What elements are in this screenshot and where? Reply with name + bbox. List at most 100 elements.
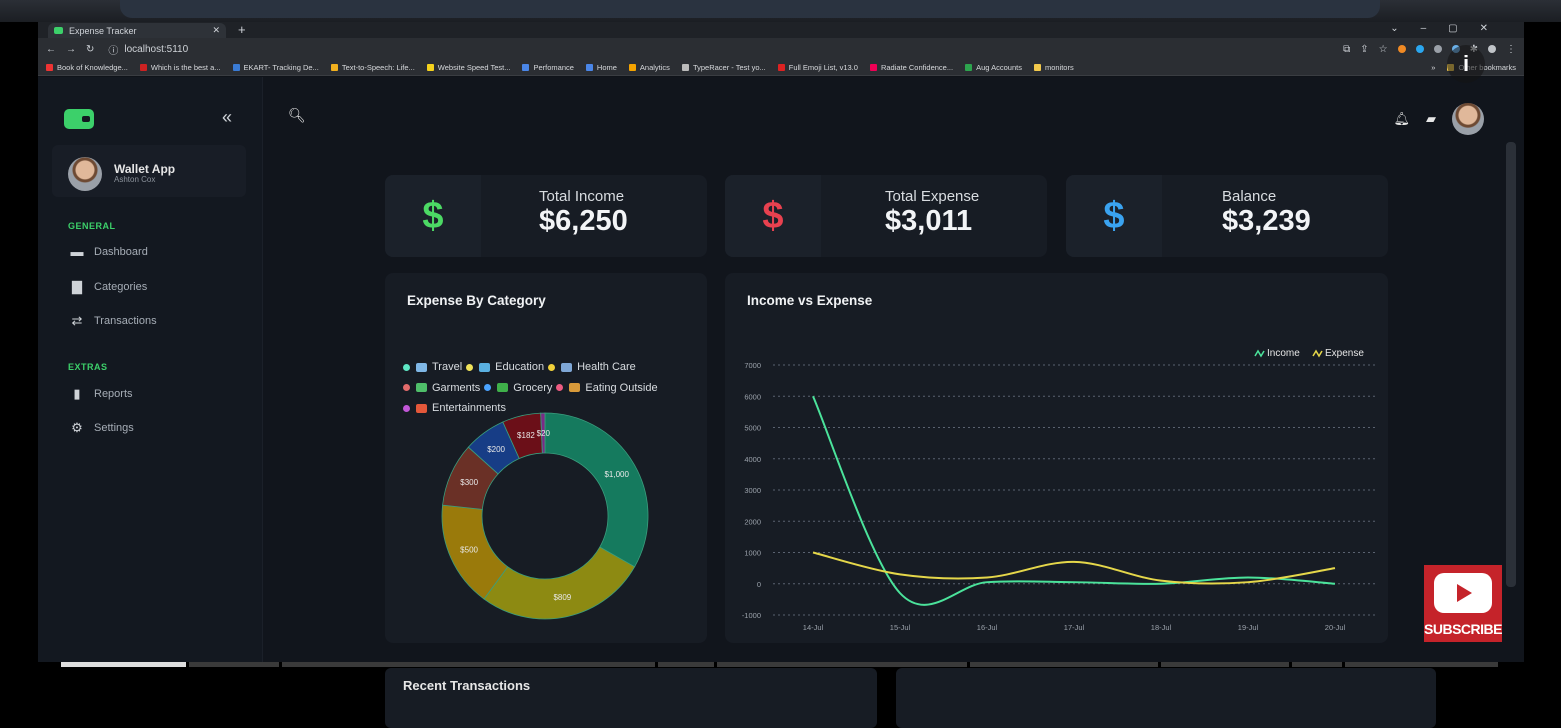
x-tick-label: 17-Jul: [1064, 623, 1085, 632]
browser-tab[interactable]: Expense Tracker ✕: [48, 23, 226, 38]
subscribe-button[interactable]: SUBSCRIBE: [1424, 565, 1502, 642]
transfer-icon: ⇄: [71, 313, 83, 328]
video-progress-bar[interactable]: [61, 662, 1498, 667]
series-line-expense[interactable]: [812, 551, 1336, 585]
wallet-logo-icon[interactable]: [64, 109, 94, 129]
bookmark-item[interactable]: Aug Accounts: [965, 63, 1022, 72]
category-emoji-icon: [569, 383, 581, 392]
stat-label: Balance: [1222, 188, 1277, 205]
sidebar-item-transactions[interactable]: ⇄ Transactions: [68, 314, 157, 328]
legend-label: Entertainments: [432, 402, 506, 414]
user-name: Wallet App: [114, 162, 176, 176]
bookmark-item[interactable]: Analytics: [628, 63, 670, 72]
avatar[interactable]: [1452, 103, 1484, 135]
bookmark-favicon-icon: [585, 64, 593, 71]
scrollbar[interactable]: [1506, 142, 1516, 587]
sidebar-item-label: Reports: [94, 388, 133, 400]
extension-icon[interactable]: [1415, 45, 1424, 53]
legend-item[interactable]: Entertainments: [403, 398, 506, 418]
category-emoji-icon: [497, 383, 509, 392]
reload-icon[interactable]: ↻: [86, 43, 95, 55]
y-tick-label: 5000: [744, 424, 761, 433]
legend-item[interactable]: Garments: [403, 378, 480, 398]
legend-label: Garments: [432, 381, 481, 394]
top-right-actions: 🔔︎ ▰: [1393, 103, 1484, 135]
bookmark-item[interactable]: TypeRacer - Test yo...: [681, 63, 766, 72]
progress-played: [61, 662, 186, 667]
legend-label: Travel: [432, 361, 463, 373]
bookmarks-more-button[interactable]: »: [1431, 63, 1436, 72]
panel-title: Income vs Expense: [747, 293, 873, 308]
gear-icon: ⚙: [71, 420, 83, 435]
donut-slice[interactable]: [540, 412, 546, 454]
chat-icon[interactable]: ▰: [1426, 111, 1436, 126]
forward-icon[interactable]: →: [66, 43, 76, 55]
y-tick-label: 3000: [744, 486, 761, 495]
chapter-divider: [1158, 662, 1161, 667]
bookmark-favicon-icon: [426, 64, 434, 71]
search-icon[interactable]: 🔍︎: [288, 107, 306, 123]
sidebar-item-reports[interactable]: ▮ Reports: [68, 387, 133, 401]
sidebar-item-settings[interactable]: ⚙ Settings: [68, 421, 134, 435]
new-tab-button[interactable]: +: [238, 22, 246, 37]
sidebar-item-dashboard[interactable]: ▬ Dashboard: [68, 245, 148, 259]
x-tick-label: 20-Jul: [1325, 623, 1346, 632]
toolbar-extensions: ⧉ ⇪ ☆ ✱ ⋮: [1343, 44, 1516, 55]
donut-slice[interactable]: [544, 412, 649, 568]
back-icon[interactable]: ←: [46, 43, 56, 55]
video-controls: [0, 688, 1561, 710]
legend-item[interactable]: Grocery: [484, 378, 552, 398]
sidebar-item-label: Categories: [94, 281, 148, 293]
series-line-income[interactable]: [812, 395, 1336, 606]
translate-icon[interactable]: ⧉: [1343, 43, 1351, 55]
extension-icon[interactable]: [1397, 45, 1406, 53]
bookmark-item[interactable]: Perfomance: [522, 63, 574, 72]
donut-data-label: $300: [460, 478, 478, 487]
income-vs-expense-panel: Income vs Expense 7000 6000 5000 4000 3000 20…: [725, 273, 1388, 643]
sidebar-item-categories[interactable]: ▇ Categories: [68, 280, 147, 294]
legend-label[interactable]: Income: [1267, 348, 1300, 359]
chapter-divider: [1289, 662, 1292, 667]
legend-item[interactable]: Health Care: [548, 357, 636, 377]
legend-dot: [403, 384, 410, 391]
avatar: [68, 157, 102, 191]
folder-icon: ▇: [72, 279, 82, 294]
legend-item[interactable]: Eating Outside: [556, 378, 658, 398]
bookmark-item[interactable]: EKART- Tracking De...: [232, 63, 319, 72]
bookmark-favicon-icon: [628, 64, 636, 71]
share-icon[interactable]: ⇪: [1360, 43, 1369, 55]
collapse-sidebar-icon[interactable]: «: [222, 107, 233, 127]
user-card[interactable]: Wallet App Ashton Cox: [52, 145, 246, 197]
expense-by-category-panel: Expense By Category Travel Education Healt…: [385, 273, 707, 643]
bookmark-item[interactable]: Home: [585, 63, 617, 72]
line-chart: 7000 6000 5000 4000 3000 2000 1000 0 -1000 14-Jul…: [742, 348, 1375, 632]
close-tab-icon[interactable]: ✕: [212, 25, 220, 35]
extension-icon[interactable]: [1433, 45, 1442, 53]
bookmark-item[interactable]: monitors: [1033, 63, 1074, 72]
bookmark-item[interactable]: Book of Knowledge...: [46, 63, 128, 72]
bookmark-item[interactable]: Radiate Confidence...: [869, 63, 953, 72]
legend-item[interactable]: Travel: [403, 357, 462, 377]
star-icon[interactable]: ☆: [1378, 43, 1388, 55]
bookmark-item[interactable]: Website Speed Test...: [426, 63, 510, 72]
y-tick-label: 7000: [744, 361, 761, 370]
profile-icon[interactable]: [1488, 45, 1496, 53]
bookmark-item[interactable]: Text-to-Speech: Life...: [330, 63, 415, 72]
donut-legend: Travel Education Health Care Garments Grocer…: [403, 357, 703, 419]
legend-item[interactable]: Education: [466, 357, 544, 377]
chapter-divider: [279, 662, 282, 667]
total-income-card: $ Total Income $6,250: [385, 175, 707, 257]
url-field[interactable]: ⓘ localhost:5110: [108, 42, 188, 57]
x-tick-label: 15-Jul: [890, 623, 911, 632]
sidebar-item-label: Settings: [94, 422, 134, 434]
bookmark-item[interactable]: Which is the best a...: [139, 63, 221, 72]
donut-data-label: $809: [553, 593, 571, 602]
donut-slice[interactable]: [483, 546, 636, 620]
menu-dots-icon[interactable]: ⋮: [1506, 43, 1516, 55]
bell-icon[interactable]: 🔔︎: [1393, 111, 1410, 126]
bookmark-item[interactable]: Full Emoji List, v13.0: [777, 63, 858, 72]
info-icon[interactable]: i: [1447, 45, 1485, 83]
window-controls[interactable]: ⌄–▢✕: [1390, 23, 1510, 34]
bookmark-label: Which is the best a...: [150, 63, 221, 72]
legend-label[interactable]: Expense: [1325, 348, 1364, 359]
